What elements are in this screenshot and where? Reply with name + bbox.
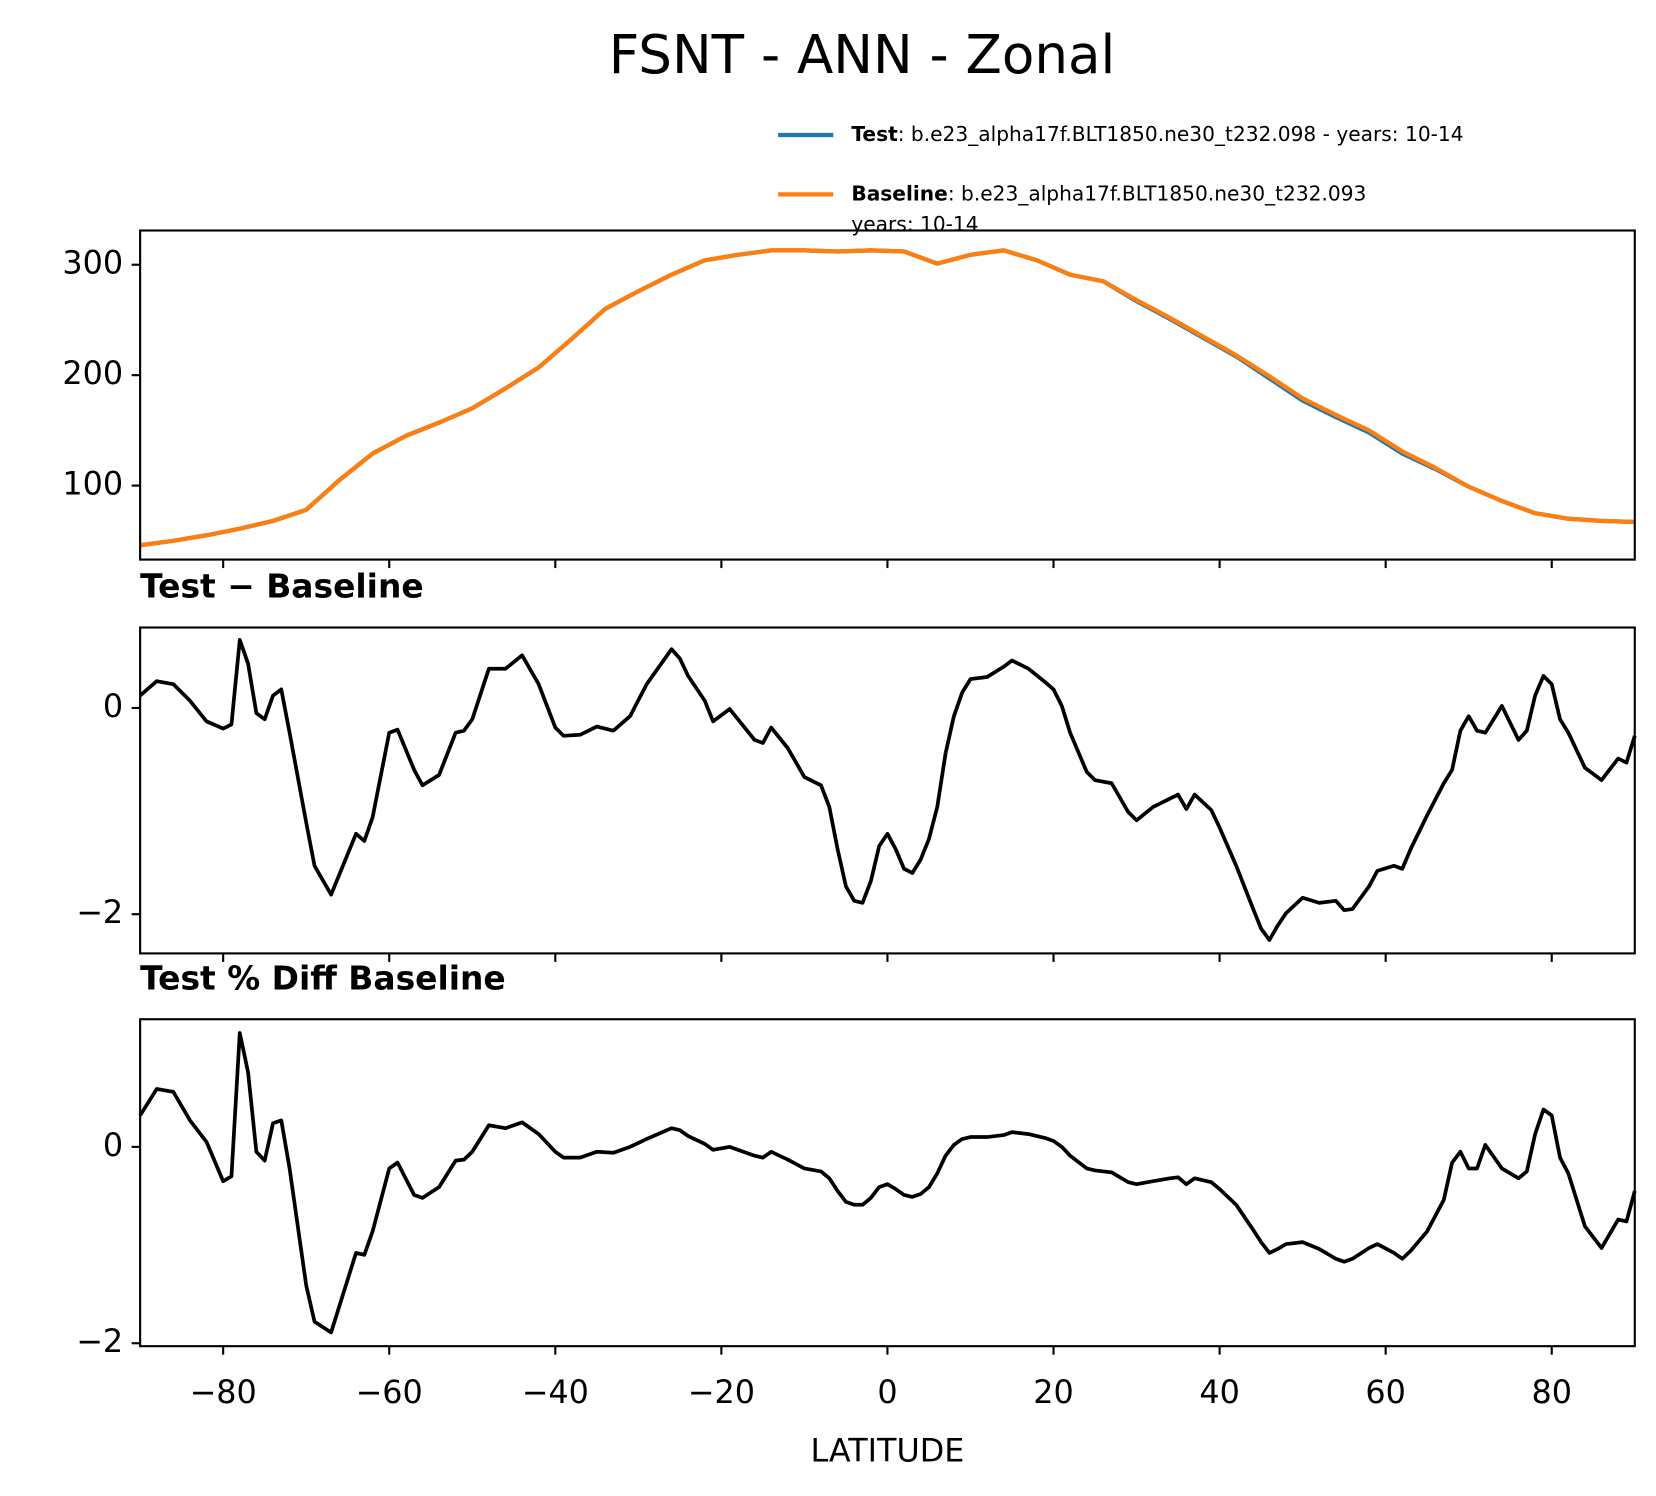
data-line bbox=[139, 248, 1635, 548]
legend-text: : b.e23_alpha17f.BLT1850.ne30_t232.093 bbox=[948, 181, 1367, 205]
y-tick-label: 0 bbox=[103, 1126, 123, 1164]
figure-title: FSNT - ANN - Zonal bbox=[609, 24, 1116, 86]
subplot-title: Test % Diff Baseline bbox=[140, 958, 506, 997]
legend-label: Baseline: b.e23_alpha17f.BLT1850.ne30_t2… bbox=[851, 181, 1366, 205]
y-tick-label: −2 bbox=[76, 1322, 123, 1360]
y-tick-label: −2 bbox=[76, 893, 123, 931]
axes-frame bbox=[139, 626, 1636, 955]
y-tick-label: 200 bbox=[62, 354, 123, 392]
axes-frame bbox=[139, 229, 1636, 561]
legend-name: Baseline bbox=[851, 181, 947, 205]
x-tick-label: −60 bbox=[356, 1373, 423, 1411]
subplot-title: Test − Baseline bbox=[140, 567, 424, 606]
x-tick-label: 40 bbox=[1199, 1373, 1240, 1411]
x-tick-label: 20 bbox=[1033, 1373, 1074, 1411]
x-tick-label: −40 bbox=[522, 1373, 589, 1411]
x-tick-label: 80 bbox=[1531, 1373, 1572, 1411]
data-line bbox=[138, 638, 1637, 942]
y-tick-label: 300 bbox=[62, 244, 123, 282]
data-line bbox=[139, 248, 1635, 548]
x-tick-label: 60 bbox=[1365, 1373, 1406, 1411]
legend-text: : b.e23_alpha17f.BLT1850.ne30_t232.098 -… bbox=[898, 121, 1464, 145]
y-tick-label: 0 bbox=[103, 687, 123, 725]
legend-text: years: 10-14 bbox=[851, 212, 978, 236]
x-tick-label: −20 bbox=[688, 1373, 755, 1411]
legend-label: Test: b.e23_alpha17f.BLT1850.ne30_t232.0… bbox=[851, 121, 1463, 145]
x-tick-label: −80 bbox=[190, 1373, 257, 1411]
x-tick-label: 0 bbox=[877, 1373, 897, 1411]
legend-name: Test bbox=[851, 121, 898, 145]
y-tick-label: 100 bbox=[62, 465, 123, 503]
x-axis-label: LATITUDE bbox=[810, 1431, 964, 1469]
data-line bbox=[138, 1031, 1637, 1335]
legend-label: years: 10-14 bbox=[851, 212, 978, 236]
